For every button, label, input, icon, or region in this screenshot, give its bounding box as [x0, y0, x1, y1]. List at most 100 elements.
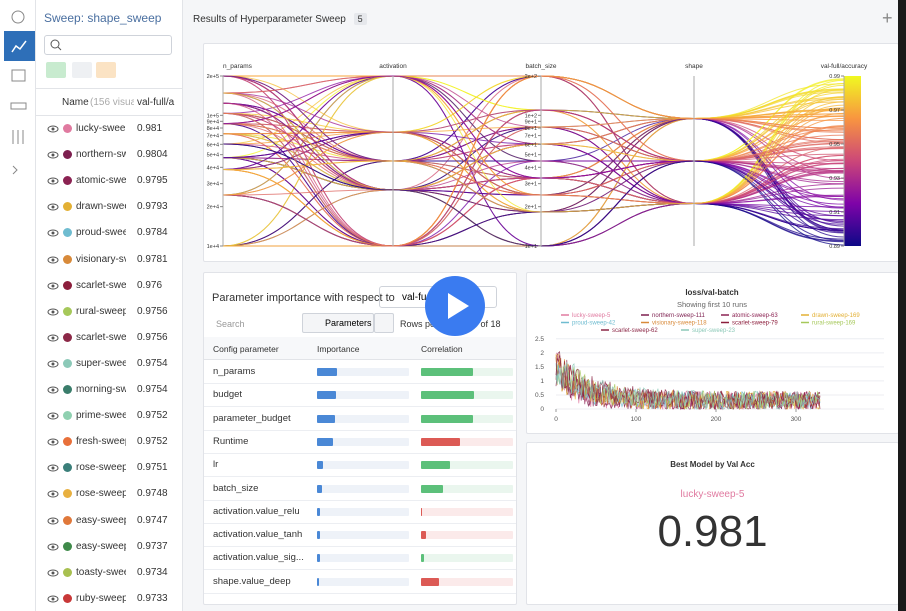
color-bar — [844, 76, 861, 246]
run-row[interactable]: rural-sweep 0.9756 — [36, 302, 182, 322]
visibility-icon — [47, 282, 59, 290]
run-row[interactable]: fresh-sweep 0.9752 — [36, 432, 182, 452]
run-color — [63, 489, 72, 499]
run-row[interactable]: proud-swee 0.9784 — [36, 223, 182, 243]
charts-icon — [11, 40, 27, 53]
importance-track — [317, 577, 409, 586]
run-color — [63, 567, 72, 577]
tick-label: 3e+4 — [207, 182, 219, 188]
visibility-icon — [47, 438, 59, 446]
pupil — [51, 179, 55, 183]
col-header[interactable]: Config parameter — [213, 344, 279, 354]
eye — [47, 595, 59, 603]
run-row[interactable]: morning-sw 0.9754 — [36, 380, 182, 400]
col-header[interactable]: Correlation — [421, 344, 463, 354]
pupil — [51, 231, 55, 235]
pager: 1-10 of 18 — [460, 319, 501, 329]
visibility-icon — [47, 543, 59, 551]
run-color — [63, 306, 72, 316]
run-row[interactable]: scarlet-swe 0.976 — [36, 276, 182, 296]
magic-button[interactable] — [374, 313, 394, 333]
metric-header[interactable]: val-full/a — [137, 97, 175, 108]
correlation-track — [421, 414, 513, 423]
run-row[interactable]: scarlet-swe 0.9756 — [36, 328, 182, 348]
eye — [47, 282, 59, 290]
correlation-bar — [421, 531, 426, 540]
eye — [47, 151, 59, 159]
x-tick-label: 100 — [631, 416, 642, 423]
run-value: 0.9733 — [137, 592, 168, 604]
add-panel[interactable]: + — [882, 8, 893, 28]
sweep-title[interactable]: Sweep: shape_sweep — [44, 11, 162, 25]
run-row[interactable]: drawn-swee 0.9793 — [36, 197, 182, 217]
run-color — [63, 463, 72, 473]
table-row: shape.value_deep — [204, 570, 516, 594]
run-row[interactable]: visionary-sv 0.9781 — [36, 250, 182, 270]
section-header[interactable]: Results of Hyperparameter Sweep 5 — [193, 13, 367, 25]
visibility-icon — [47, 125, 59, 133]
search-box[interactable] — [44, 35, 172, 55]
run-row[interactable]: super-swee 0.9754 — [36, 354, 182, 374]
chart-subtitle: Showing first 10 runs — [677, 300, 747, 309]
eye — [47, 256, 59, 263]
run-row[interactable]: atomic-swe 0.9795 — [36, 171, 182, 191]
play-button[interactable] — [424, 275, 486, 337]
sweep-line — [222, 194, 845, 247]
run-value: 0.9752 — [137, 410, 168, 422]
charts-tab[interactable] — [4, 31, 35, 61]
correlation-bar — [421, 437, 460, 446]
legend-label: visionary-sweep-118 — [652, 321, 707, 327]
artifact-icon[interactable] — [10, 102, 27, 110]
tick-label: 9e+1 — [525, 119, 537, 125]
table-header: Config parameter Importance Correlation — [204, 337, 516, 360]
table-row: activation.value_relu — [204, 500, 516, 524]
run-name: proud-swee — [76, 227, 126, 239]
pupil — [51, 597, 55, 601]
run-value: 0.9784 — [137, 227, 168, 239]
correlation-track — [421, 507, 513, 516]
name-header[interactable]: Name — [62, 97, 89, 108]
y-tick-label: 2.5 — [535, 336, 544, 343]
eye — [47, 229, 59, 237]
run-row[interactable]: easy-sweep 0.9747 — [36, 511, 182, 531]
tick-label: 6e+4 — [207, 142, 219, 148]
run-color — [63, 411, 72, 421]
table-icon[interactable] — [11, 69, 26, 82]
group-button[interactable] — [72, 62, 92, 78]
eye — [47, 543, 59, 551]
best-value: 0.981 — [657, 507, 768, 556]
pupil — [51, 153, 55, 157]
run-value: 0.9751 — [137, 462, 168, 474]
run-row[interactable]: rose-sweep 0.9748 — [36, 484, 182, 504]
info-icon[interactable] — [11, 10, 25, 24]
search-input[interactable]: Search — [216, 319, 245, 329]
tick-label: 5e+4 — [207, 153, 219, 159]
col-header[interactable]: Importance — [317, 344, 360, 354]
param-name: budget — [213, 389, 243, 401]
run-row[interactable]: easy-sweep 0.9737 — [36, 537, 182, 557]
run-row[interactable]: toasty-swee 0.9734 — [36, 563, 182, 583]
run-name: easy-sweep — [76, 514, 126, 526]
tick-label: 1e+5 — [207, 113, 219, 119]
run-row[interactable]: rose-sweep 0.9751 — [36, 458, 182, 478]
tick-label: 2e+5 — [207, 74, 219, 80]
run-row[interactable]: northern-sw 0.9804 — [36, 145, 182, 165]
parallel-panel: n_params 2e+5 1e+5 9e+4 8e+4 7e+4 6e+4 5e+4 4e+4… — [203, 43, 898, 262]
run-row[interactable]: lucky-sweep 0.981 — [36, 119, 182, 139]
parameters-button[interactable]: Parameters — [302, 313, 374, 333]
legend-label: atomic-sweep-63 — [732, 313, 778, 319]
icons — [4, 10, 35, 175]
run-row[interactable]: prime-swee 0.9752 — [36, 406, 182, 426]
y-tick-label: 2 — [540, 350, 544, 357]
terminal-icon[interactable] — [12, 165, 18, 175]
pupil — [51, 362, 55, 366]
run-name: ruby-sweep — [76, 592, 126, 604]
sort-button[interactable] — [96, 62, 116, 78]
legend-label: scarlet-sweep-79 — [732, 321, 778, 327]
run-row[interactable]: ruby-sweep 0.9733 — [36, 589, 182, 609]
run-color — [63, 541, 72, 551]
filter-button[interactable] — [46, 62, 66, 78]
run-color — [63, 176, 72, 186]
run-value: 0.9737 — [137, 540, 168, 552]
param-name: parameter_budget — [213, 412, 291, 424]
